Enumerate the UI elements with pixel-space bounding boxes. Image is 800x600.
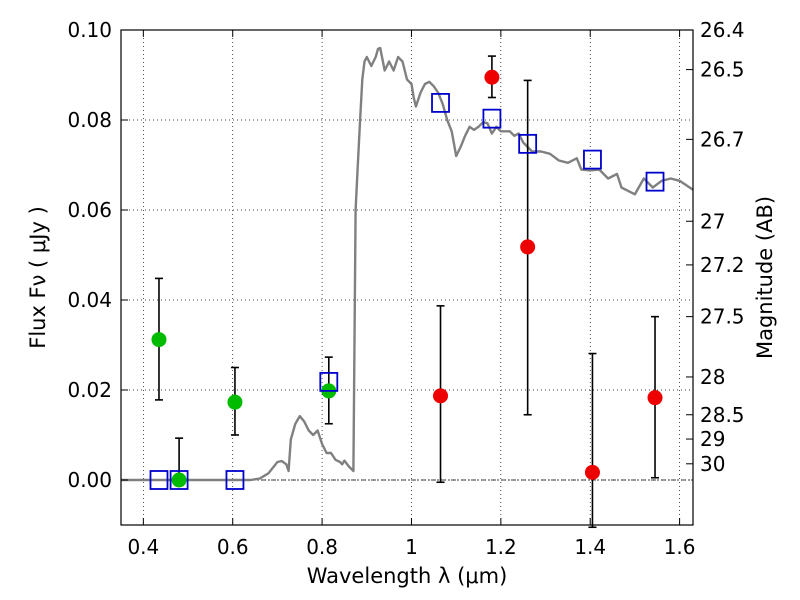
mag-tick-label: 29 xyxy=(700,427,725,451)
data-point xyxy=(433,388,449,404)
data-point xyxy=(484,69,500,85)
data-point xyxy=(227,394,243,410)
data-point xyxy=(584,464,600,480)
data-point xyxy=(520,239,536,255)
model-point xyxy=(431,93,450,113)
x-tick-label: 1 xyxy=(405,535,418,559)
model-point xyxy=(225,470,245,490)
x-tick-label: 1.2 xyxy=(485,535,517,559)
model-point xyxy=(518,133,538,154)
model-spectrum-line xyxy=(121,46,694,482)
model-point xyxy=(645,171,665,192)
y-axis-label: Flux Fν ( μJy ) xyxy=(26,206,50,349)
model-point xyxy=(583,149,602,170)
x-axis-label: Wavelength λ (μm) xyxy=(307,564,508,588)
x-tick-label: 1.6 xyxy=(664,535,696,559)
mag-tick-label: 30 xyxy=(700,452,725,476)
plot-frame xyxy=(120,29,694,526)
x-tick-label: 0.8 xyxy=(306,535,338,559)
data-point xyxy=(171,472,187,488)
series-layer xyxy=(121,46,694,529)
x-tick-label: 0.4 xyxy=(127,535,159,559)
data-point xyxy=(647,390,663,406)
y-tick-label: 0.08 xyxy=(67,108,112,132)
data-point xyxy=(151,332,167,348)
model-point xyxy=(149,470,169,490)
series-2 xyxy=(433,55,663,529)
mag-tick-label: 26.4 xyxy=(700,18,745,42)
y-tick-label: 0.06 xyxy=(67,198,112,222)
mag-tick-label: 27.5 xyxy=(700,305,745,329)
mag-tick-label: 27 xyxy=(700,209,725,233)
y-tick-label: 0.00 xyxy=(67,468,112,492)
mag-tick-label: 26.5 xyxy=(700,58,745,82)
series-3 xyxy=(149,93,665,490)
ticks: 0.4 0.6 0.8 1 1.2 1.4 1.6 0.00 0.02 0.04 0.06 0.08 0… xyxy=(67,18,744,559)
y2-axis-label: Magnitude (AB) xyxy=(753,196,777,359)
mag-tick-label: 28 xyxy=(700,365,725,389)
model-point xyxy=(319,371,339,392)
grid xyxy=(121,29,693,525)
y-tick-label: 0.04 xyxy=(67,288,112,312)
mag-tick-label: 26.7 xyxy=(700,127,745,151)
mag-tick-label: 28.5 xyxy=(700,403,745,427)
mag-tick-label: 27.2 xyxy=(700,253,745,277)
series-1 xyxy=(151,277,337,488)
x-tick-label: 1.4 xyxy=(574,535,606,559)
y-tick-label: 0.10 xyxy=(67,18,112,42)
x-tick-label: 0.6 xyxy=(217,535,249,559)
model-point xyxy=(169,470,189,490)
y-tick-label: 0.02 xyxy=(67,378,112,402)
model-point xyxy=(482,108,502,129)
